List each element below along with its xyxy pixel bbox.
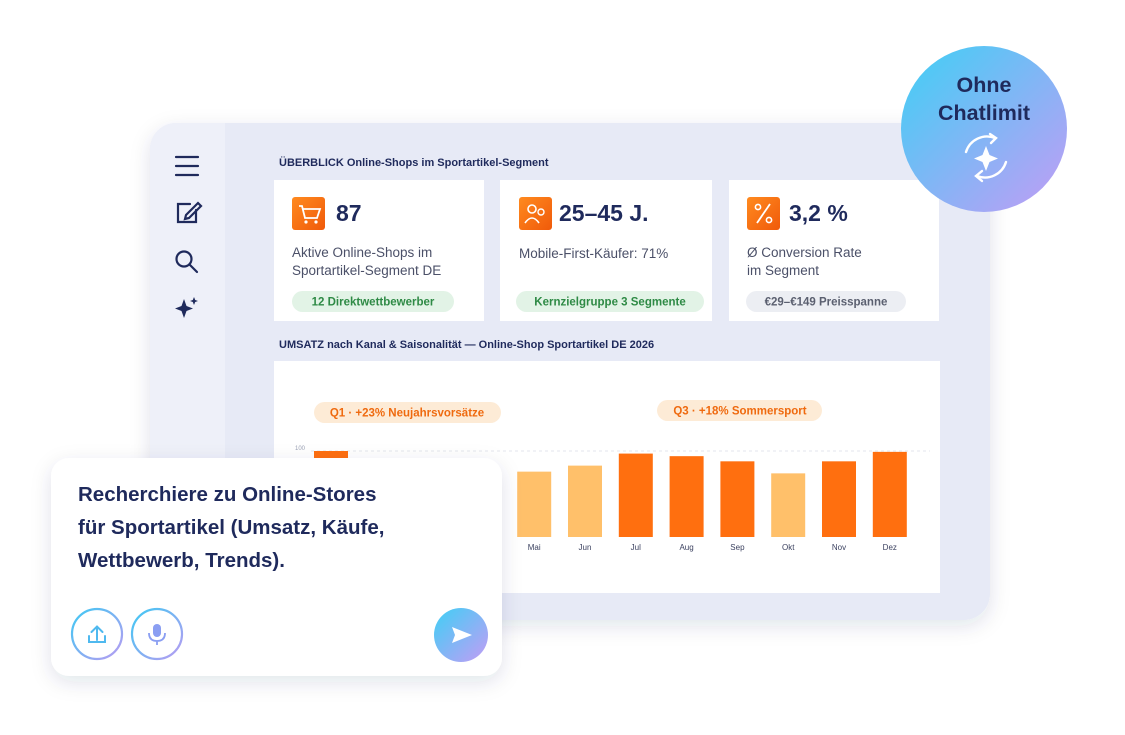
bar xyxy=(872,451,907,537)
badge-text: Ohne xyxy=(957,73,1012,97)
bar xyxy=(669,456,704,537)
kpi-value: 87 xyxy=(336,200,362,226)
upload-button[interactable] xyxy=(70,607,124,661)
y-tick-label: 100 xyxy=(295,446,306,452)
x-tick-label: Jul xyxy=(631,543,641,552)
search-button[interactable] xyxy=(175,250,199,274)
x-tick-label: Mai xyxy=(528,543,541,552)
mic-button[interactable] xyxy=(130,607,184,661)
menu-button[interactable] xyxy=(174,155,200,177)
kpi-value: 3,2 % xyxy=(789,200,848,226)
x-tick-label: Nov xyxy=(832,543,846,552)
kpi-tag: 12 Direktwettbewerber xyxy=(312,297,435,309)
bar xyxy=(517,471,552,537)
x-tick-label: Dez xyxy=(883,543,897,552)
kpi-description: Sportartikel-Segment DE xyxy=(292,263,441,278)
kpi-description: Mobile-First-Käufer: 71% xyxy=(519,246,668,261)
prompt-text: Recherchiere zu Online-Stores xyxy=(78,483,376,506)
kpi-description: Ø Conversion Rate xyxy=(747,245,862,260)
kpi-card: 87 Aktive Online-Shops im Sportartikel-S… xyxy=(274,180,484,321)
chart-title: UMSATZ nach Kanal & Saisonalität — Onlin… xyxy=(279,339,654,351)
ai-button[interactable] xyxy=(175,297,198,318)
bar xyxy=(720,461,755,537)
send-button[interactable] xyxy=(434,608,488,662)
kpi-card: 3,2 % Ø Conversion Rate im Segment €29–€… xyxy=(729,180,939,321)
x-tick-label: Aug xyxy=(679,543,693,552)
kpi-value: 25–45 J. xyxy=(559,200,649,226)
prompt-text: für Sportartikel (Umsatz, Käufe, xyxy=(78,516,384,539)
kpi-description: im Segment xyxy=(747,263,819,278)
sidebar xyxy=(174,155,203,318)
badge-text: Chatlimit xyxy=(938,101,1030,125)
kpi-tag: Kernzielgruppe 3 Segmente xyxy=(534,297,685,309)
chat-card: Recherchiere zu Online-Stores für Sporta… xyxy=(51,458,502,676)
bar xyxy=(568,465,602,537)
x-tick-label: Sep xyxy=(730,543,745,552)
prompt-text: Wettbewerb, Trends). xyxy=(78,549,285,572)
kpi-card: 25–45 J. Mobile-First-Käufer: 71% Kernzi… xyxy=(500,180,712,321)
annotation: Q3 · +18% Sommersport xyxy=(673,406,806,418)
edit-button[interactable] xyxy=(176,201,203,224)
badge: Ohne Chatlimit xyxy=(901,46,1067,212)
annotation: Q1 · +23% Neujahrsvorsätze xyxy=(330,408,484,420)
kpi-description: Aktive Online-Shops im xyxy=(292,245,432,260)
section-title: ÜBERBLICK Online-Shops im Sportartikel-S… xyxy=(279,156,549,169)
bar xyxy=(618,453,653,537)
x-tick-label: Jun xyxy=(579,543,592,552)
bar xyxy=(771,473,806,537)
kpi-tag: €29–€149 Preisspanne xyxy=(765,297,888,309)
x-tick-label: Okt xyxy=(782,543,795,552)
bar xyxy=(822,461,856,537)
